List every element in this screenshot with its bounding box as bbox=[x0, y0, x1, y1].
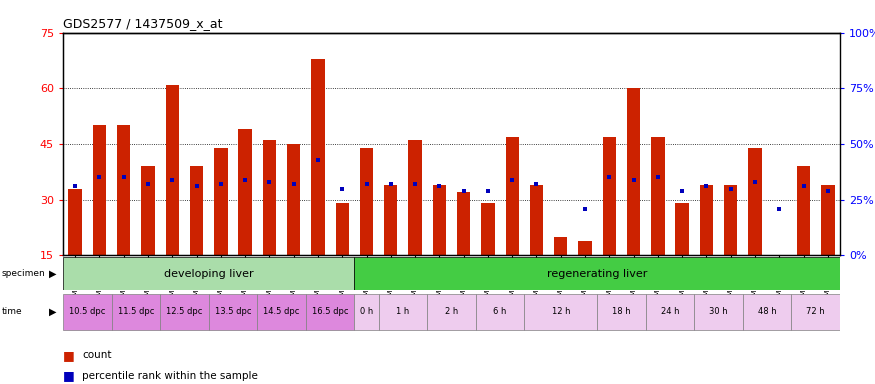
Bar bbox=[262, 140, 276, 255]
Text: developing liver: developing liver bbox=[164, 268, 254, 279]
Bar bbox=[695, 294, 743, 330]
Text: 10.5 dpc: 10.5 dpc bbox=[69, 307, 106, 316]
Text: 14.5 dpc: 14.5 dpc bbox=[263, 307, 300, 316]
Text: 12.5 dpc: 12.5 dpc bbox=[166, 307, 203, 316]
Text: ■: ■ bbox=[63, 349, 74, 362]
Text: regenerating liver: regenerating liver bbox=[547, 268, 648, 279]
Bar bbox=[214, 148, 228, 255]
Bar bbox=[379, 294, 427, 330]
Bar bbox=[646, 294, 695, 330]
Bar bbox=[141, 166, 155, 255]
Bar bbox=[797, 166, 810, 255]
Text: count: count bbox=[82, 350, 112, 360]
Bar bbox=[792, 294, 840, 330]
Text: specimen: specimen bbox=[2, 269, 45, 278]
Bar bbox=[238, 129, 252, 255]
Bar bbox=[409, 140, 422, 255]
Bar bbox=[748, 148, 762, 255]
Bar bbox=[354, 257, 840, 290]
Bar bbox=[384, 185, 397, 255]
Bar bbox=[529, 185, 543, 255]
Bar bbox=[554, 237, 568, 255]
Bar bbox=[360, 148, 374, 255]
Bar bbox=[165, 84, 179, 255]
Bar bbox=[476, 294, 524, 330]
Text: 1 h: 1 h bbox=[396, 307, 410, 316]
Bar bbox=[724, 185, 738, 255]
Bar bbox=[427, 294, 476, 330]
Text: ■: ■ bbox=[63, 369, 74, 382]
Bar bbox=[626, 88, 640, 255]
Text: 16.5 dpc: 16.5 dpc bbox=[312, 307, 348, 316]
Bar bbox=[68, 189, 82, 255]
Bar bbox=[117, 126, 130, 255]
Bar bbox=[598, 294, 646, 330]
Bar bbox=[651, 137, 665, 255]
Bar bbox=[335, 204, 349, 255]
Text: 48 h: 48 h bbox=[758, 307, 776, 316]
Text: GDS2577 / 1437509_x_at: GDS2577 / 1437509_x_at bbox=[63, 17, 222, 30]
Text: 12 h: 12 h bbox=[551, 307, 570, 316]
Bar bbox=[821, 185, 835, 255]
Bar bbox=[257, 294, 306, 330]
Text: 0 h: 0 h bbox=[360, 307, 373, 316]
Bar bbox=[481, 204, 494, 255]
Bar bbox=[432, 185, 446, 255]
Text: 2 h: 2 h bbox=[444, 307, 458, 316]
Text: time: time bbox=[2, 308, 23, 316]
Bar bbox=[676, 204, 689, 255]
Text: 72 h: 72 h bbox=[807, 307, 825, 316]
Bar bbox=[93, 126, 106, 255]
Bar bbox=[190, 166, 203, 255]
Bar bbox=[773, 255, 786, 266]
Bar bbox=[312, 59, 325, 255]
Bar bbox=[700, 185, 713, 255]
Bar bbox=[457, 192, 471, 255]
Bar bbox=[306, 294, 354, 330]
Bar bbox=[287, 144, 300, 255]
Bar bbox=[209, 294, 257, 330]
Bar bbox=[112, 294, 160, 330]
Bar bbox=[524, 294, 598, 330]
Text: 30 h: 30 h bbox=[710, 307, 728, 316]
Bar bbox=[506, 137, 519, 255]
Bar bbox=[63, 257, 354, 290]
Text: ▶: ▶ bbox=[49, 307, 57, 317]
Bar bbox=[743, 294, 792, 330]
Bar bbox=[354, 294, 379, 330]
Text: 24 h: 24 h bbox=[661, 307, 679, 316]
Text: ▶: ▶ bbox=[49, 268, 57, 279]
Text: 6 h: 6 h bbox=[493, 307, 507, 316]
Text: 13.5 dpc: 13.5 dpc bbox=[214, 307, 251, 316]
Text: percentile rank within the sample: percentile rank within the sample bbox=[82, 371, 258, 381]
Bar bbox=[603, 137, 616, 255]
Bar bbox=[160, 294, 209, 330]
Bar bbox=[578, 240, 592, 255]
Text: 18 h: 18 h bbox=[612, 307, 631, 316]
Text: 11.5 dpc: 11.5 dpc bbox=[117, 307, 154, 316]
Bar bbox=[63, 294, 112, 330]
